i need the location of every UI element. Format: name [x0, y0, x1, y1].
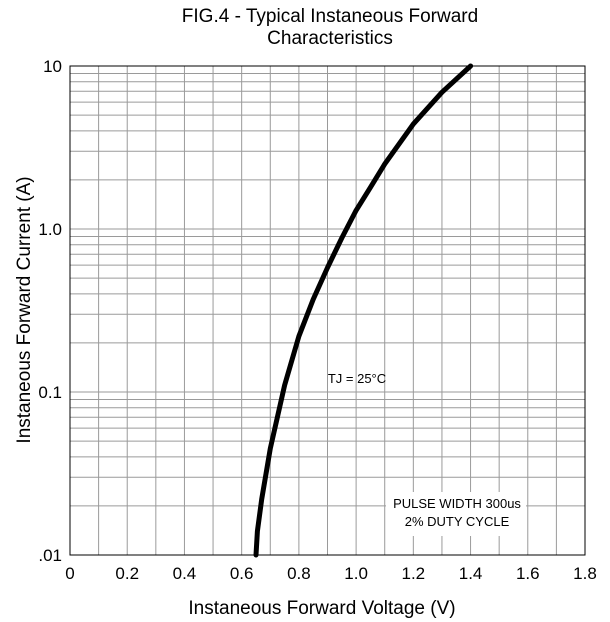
x-tick-label: 0.4	[173, 564, 197, 583]
pulse-width-note: PULSE WIDTH 300us	[393, 496, 521, 511]
x-tick-label: 1.2	[402, 564, 426, 583]
chart-title: FIG.4 - Typical Instaneous Forward	[181, 6, 479, 27]
x-tick-label: 0.8	[287, 564, 311, 583]
x-tick-label: 0	[65, 564, 74, 583]
x-tick-label: 1.0	[344, 564, 368, 583]
y-tick-label: 0.1	[38, 383, 62, 402]
y-tick-label: 1.0	[38, 220, 62, 239]
y-tick-labels: .01 0.1 1.0 10	[38, 57, 62, 565]
chart-subtitle: Characteristics	[267, 28, 393, 49]
x-axis-label: Instaneous Forward Voltage (V)	[188, 598, 455, 619]
x-tick-label: 1.8	[573, 564, 597, 583]
forward-characteristic-line	[253, 63, 474, 558]
x-tick-label: 1.6	[516, 564, 540, 583]
plot-frame	[69, 65, 586, 556]
duty-cycle-note: 2% DUTY CYCLE	[405, 514, 510, 529]
y-tick-label: .01	[38, 546, 62, 565]
tj-annotation: TJ = 25°C	[328, 371, 386, 386]
x-tick-label: 1.4	[459, 564, 483, 583]
y-axis-label: Instaneous Forward Current (A)	[14, 176, 35, 443]
y-tick-label: 10	[43, 57, 62, 76]
grid	[70, 66, 585, 555]
x-tick-labels: 0 0.2 0.4 0.6 0.8 1.0 1.2 1.4 1.6 1.8	[65, 564, 597, 583]
x-tick-label: 0.2	[115, 564, 139, 583]
pulse-note-box	[386, 492, 526, 536]
x-tick-label: 0.6	[230, 564, 254, 583]
